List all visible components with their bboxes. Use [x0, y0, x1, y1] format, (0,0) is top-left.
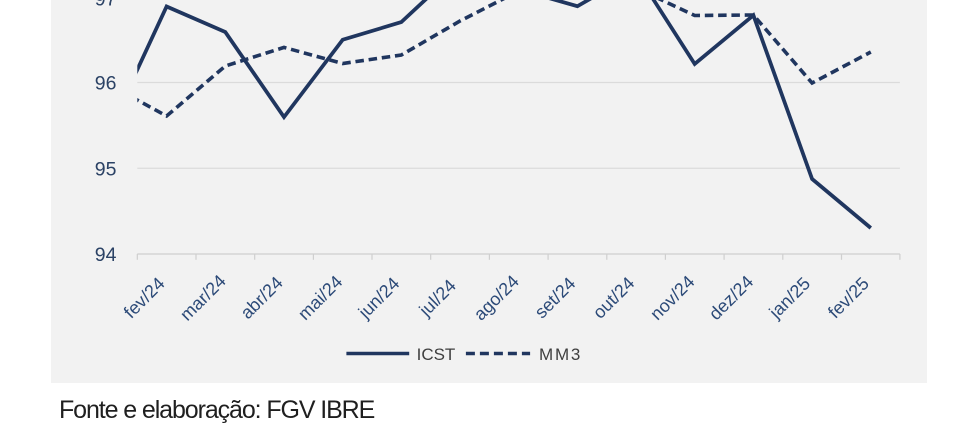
- svg-text:MM3: MM3: [539, 345, 582, 364]
- svg-text:97: 97: [95, 0, 117, 11]
- svg-text:94: 94: [95, 244, 117, 266]
- svg-text:95: 95: [95, 158, 117, 180]
- svg-text:ICST: ICST: [417, 345, 456, 364]
- svg-text:Fonte e elaboração: FGV IBRE: Fonte e elaboração: FGV IBRE: [59, 396, 375, 424]
- svg-text:96: 96: [95, 73, 117, 95]
